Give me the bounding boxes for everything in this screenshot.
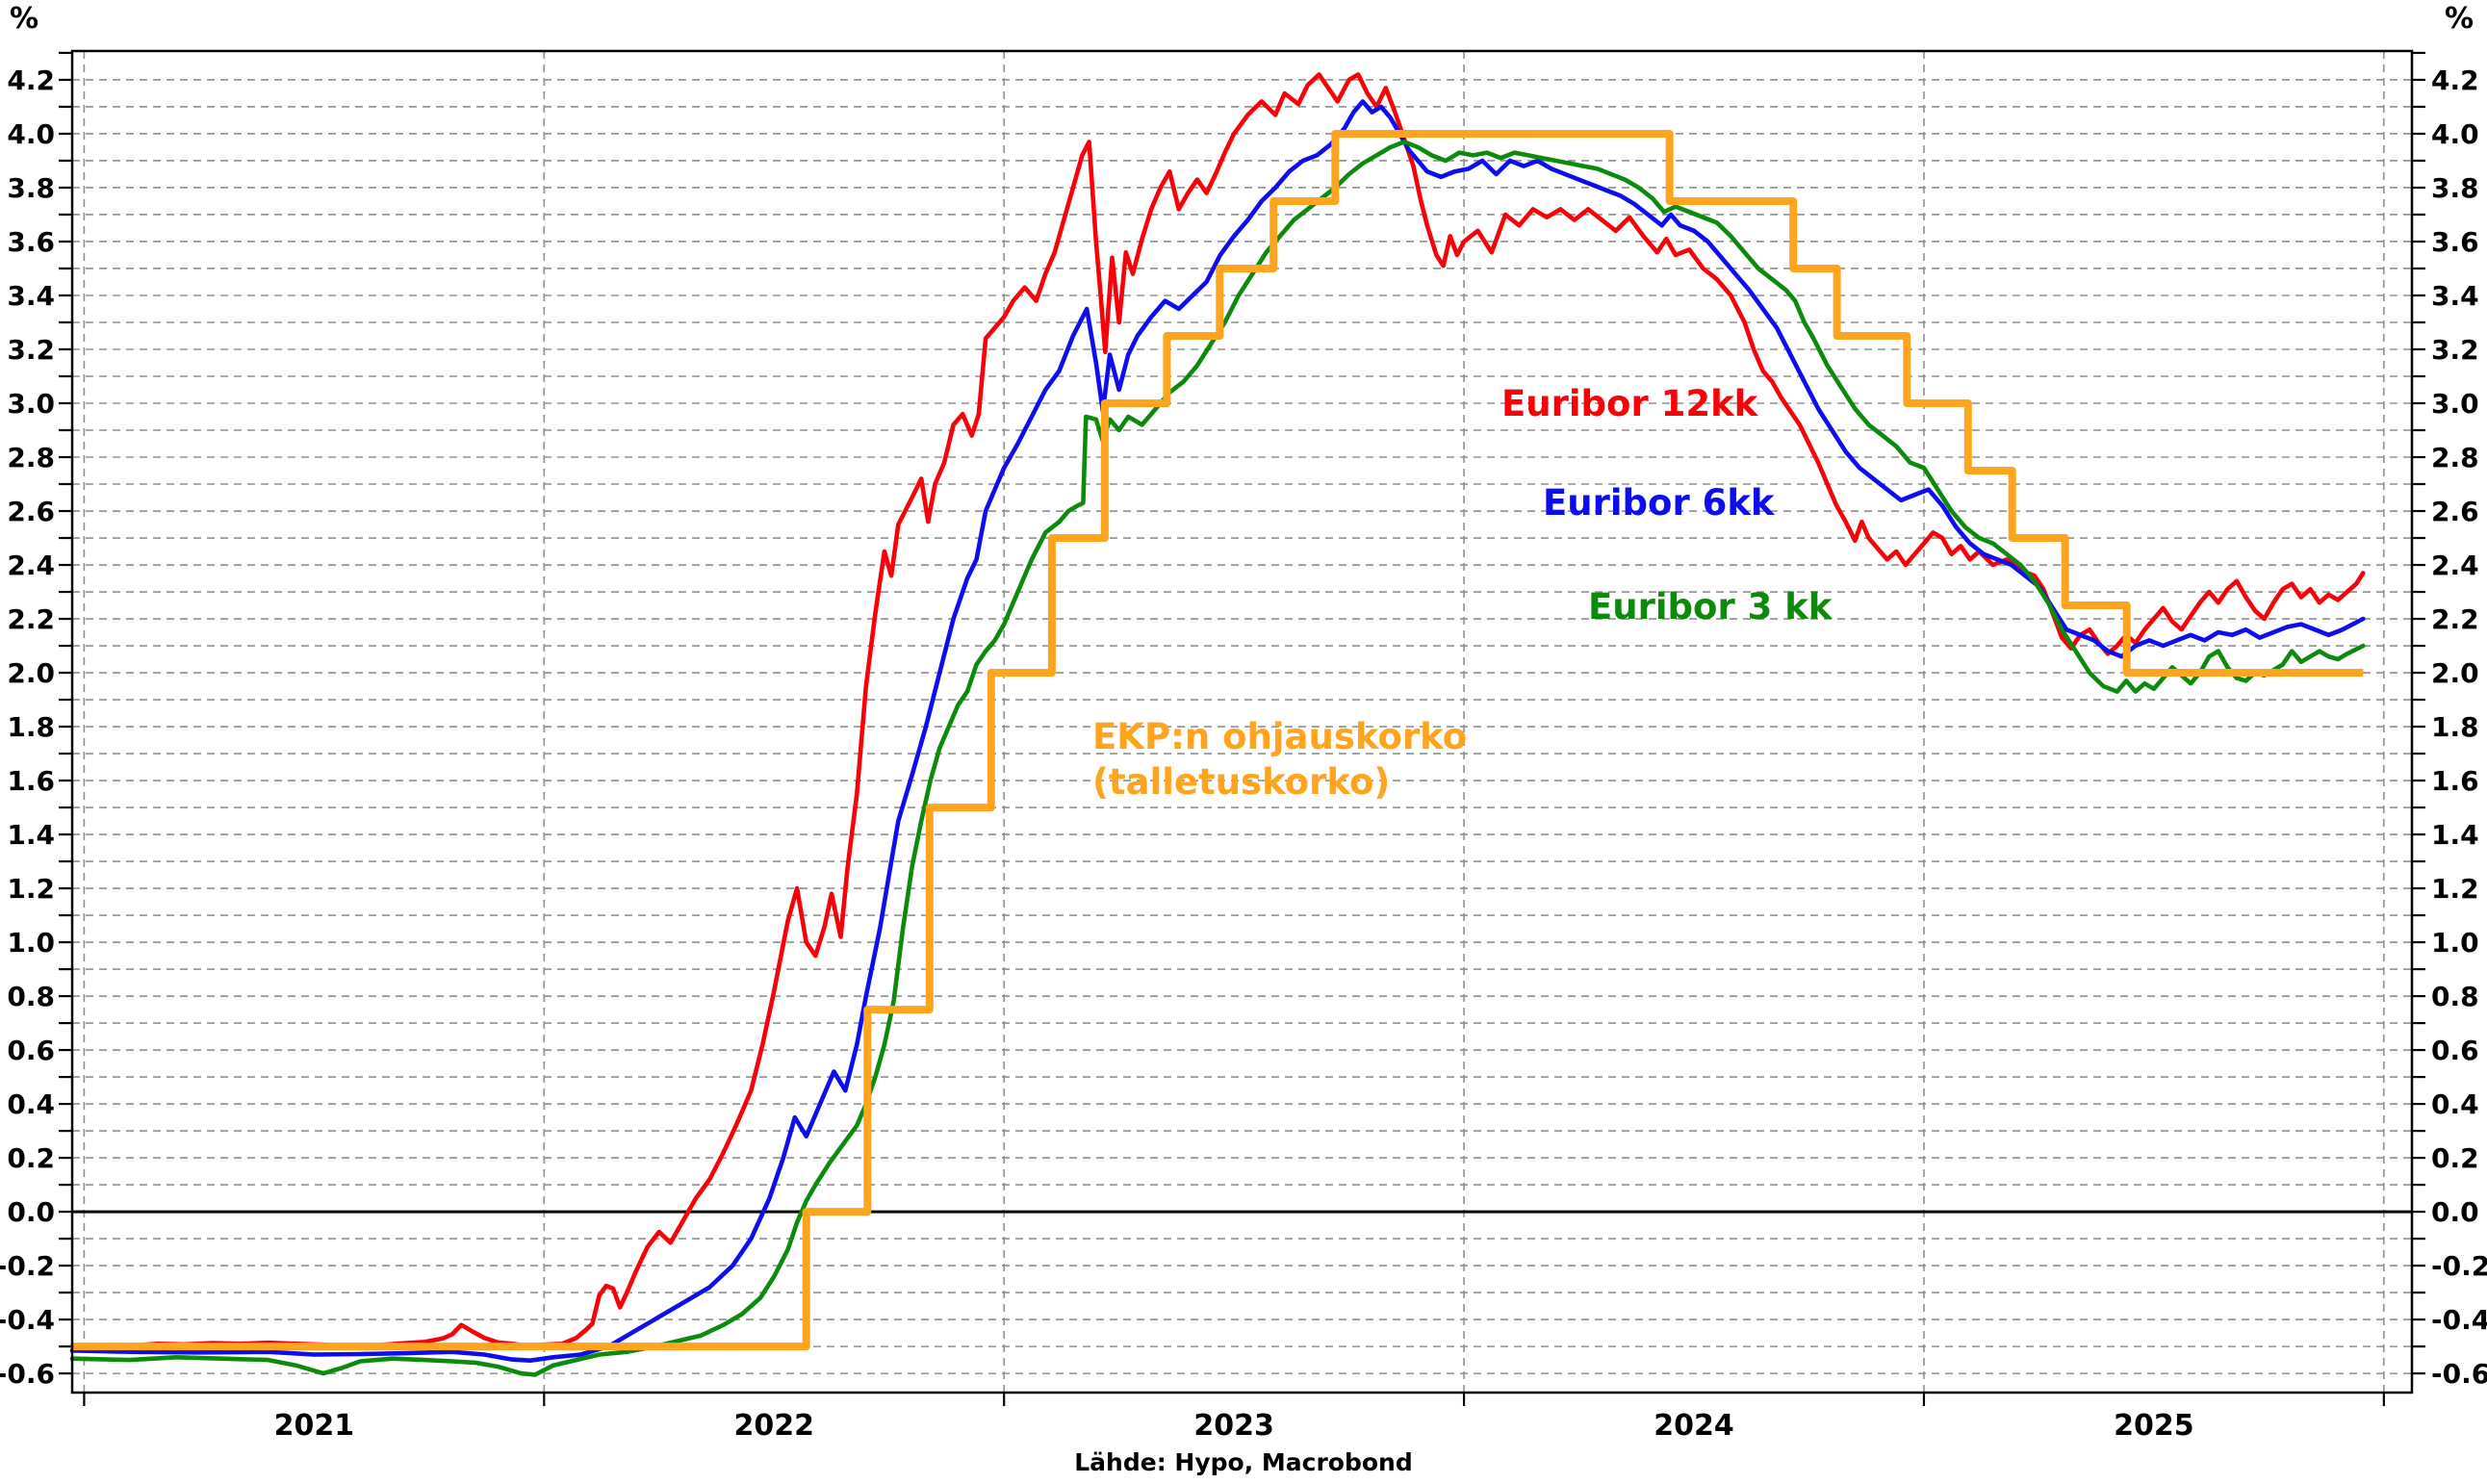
y-tick-label: 4.0 bbox=[2431, 118, 2479, 150]
y-tick-label: 2.8 bbox=[2431, 442, 2479, 473]
y-tick-label: 2.6 bbox=[2431, 496, 2479, 527]
y-tick-label: 0.0 bbox=[2431, 1196, 2479, 1228]
series-label-euribor-12kk: Euribor 12kk bbox=[1501, 383, 1758, 424]
y-tick-label: 2.6 bbox=[7, 496, 55, 527]
y-tick-label: 3.6 bbox=[7, 226, 55, 258]
y-tick-label: 1.8 bbox=[7, 711, 55, 743]
y-tick-label: 0.0 bbox=[7, 1196, 55, 1228]
x-tick-label: 2023 bbox=[1193, 1409, 1274, 1443]
y-tick-label: 3.4 bbox=[7, 280, 55, 312]
x-tick-label: 2024 bbox=[1654, 1409, 1734, 1443]
y-tick-label: 0.4 bbox=[2431, 1088, 2479, 1120]
y-tick-label: -0.2 bbox=[2431, 1250, 2487, 1282]
y-tick-label: 2.2 bbox=[7, 603, 55, 635]
y-tick-label: 1.8 bbox=[2431, 711, 2479, 743]
y-tick-label: 1.4 bbox=[2431, 819, 2479, 851]
x-tick-label: 2022 bbox=[734, 1409, 815, 1443]
source-note: Lähde: Hypo, Macrobond bbox=[1074, 1448, 1413, 1476]
y-tick-label: -0.6 bbox=[2431, 1358, 2487, 1390]
y-tick-label: 3.0 bbox=[2431, 388, 2479, 420]
y-axis-unit-left: % bbox=[10, 2, 39, 36]
y-tick-label: 4.0 bbox=[7, 118, 55, 150]
x-tick-label: 2021 bbox=[274, 1409, 355, 1443]
y-axis-unit-right: % bbox=[2445, 2, 2474, 36]
plot-frame bbox=[70, 49, 2414, 1394]
x-tick-label: 2025 bbox=[2114, 1409, 2194, 1443]
series-line-2 bbox=[69, 140, 2366, 1377]
y-tick-label: 1.0 bbox=[2431, 927, 2479, 959]
series-line-3 bbox=[72, 130, 2364, 1351]
y-tick-label: 3.8 bbox=[7, 172, 55, 204]
y-tick-label: 0.2 bbox=[2431, 1142, 2479, 1174]
y-tick-label: 1.2 bbox=[2431, 873, 2479, 905]
y-tick-label: 0.8 bbox=[2431, 981, 2479, 1012]
y-tick-label: -0.4 bbox=[2431, 1304, 2487, 1336]
series-label-euribor-6kk: Euribor 6kk bbox=[1543, 482, 1775, 524]
y-tick-label: 2.0 bbox=[7, 657, 55, 689]
y-tick-label: 4.2 bbox=[7, 64, 55, 96]
y-tick-label: 2.4 bbox=[2431, 550, 2479, 581]
y-tick-label: -0.6 bbox=[0, 1358, 55, 1390]
y-tick-label: 0.8 bbox=[7, 981, 55, 1012]
y-tick-label: 0.2 bbox=[7, 1142, 55, 1174]
y-tick-label: 1.6 bbox=[7, 765, 55, 797]
y-tick-label: 1.2 bbox=[7, 873, 55, 905]
y-tick-label: 2.8 bbox=[7, 442, 55, 473]
y-tick-label: 0.6 bbox=[2431, 1035, 2479, 1066]
y-tick-label: -0.4 bbox=[0, 1304, 55, 1336]
y-tick-label: 0.6 bbox=[7, 1035, 55, 1066]
y-tick-label: 4.2 bbox=[2431, 64, 2479, 96]
y-tick-label: 3.0 bbox=[7, 388, 55, 420]
series-line-1 bbox=[69, 99, 2366, 1363]
y-tick-label: 3.8 bbox=[2431, 172, 2479, 204]
y-tick-label: 2.4 bbox=[7, 550, 55, 581]
y-tick-label: 3.4 bbox=[2431, 280, 2479, 312]
series-label-euribor-3kk: Euribor 3 kk bbox=[1588, 586, 1833, 627]
series-label-ekp-ohjauskorko: EKP:n ohjauskorko (talletuskorko) bbox=[1092, 716, 1468, 803]
y-tick-label: -0.2 bbox=[0, 1250, 55, 1282]
y-tick-label: 1.6 bbox=[2431, 765, 2479, 797]
y-tick-label: 2.2 bbox=[2431, 603, 2479, 635]
y-tick-label: 2.0 bbox=[2431, 657, 2479, 689]
y-tick-label: 3.6 bbox=[2431, 226, 2479, 258]
y-tick-label: 3.2 bbox=[7, 334, 55, 366]
y-tick-label: 1.0 bbox=[7, 927, 55, 959]
y-tick-label: 1.4 bbox=[7, 819, 55, 851]
y-tick-label: 3.2 bbox=[2431, 334, 2479, 366]
y-tick-label: 0.4 bbox=[7, 1088, 55, 1120]
